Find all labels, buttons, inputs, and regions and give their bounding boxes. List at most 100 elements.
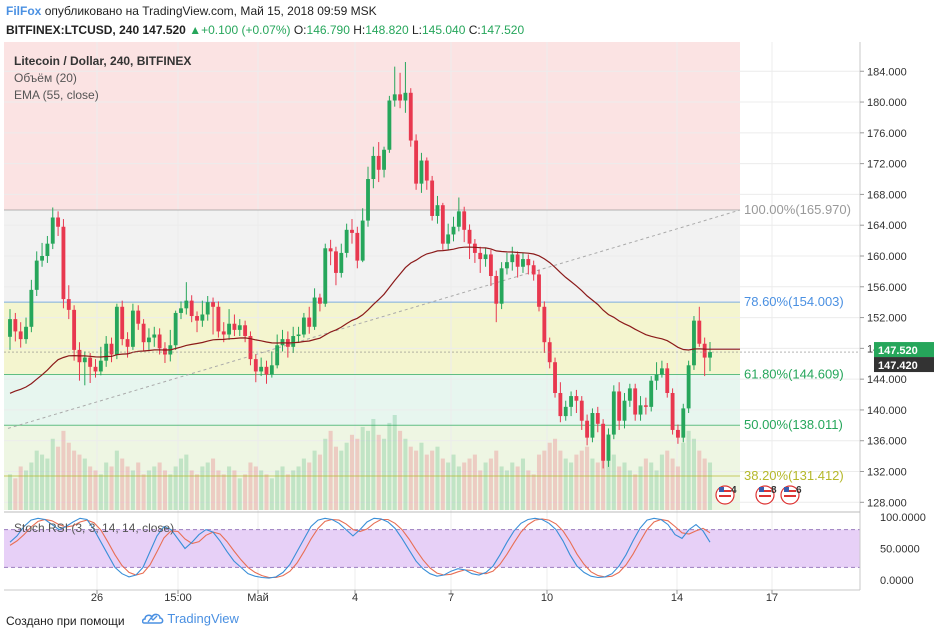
candle-body: [585, 420, 590, 438]
volume-bar: [77, 454, 82, 510]
chart-header: FilFox опубликовано на TradingView.com, …: [0, 0, 937, 42]
fib-label: 61.80%(144.609): [744, 366, 844, 381]
time-tick-label: 17: [766, 592, 778, 604]
candle-body: [350, 229, 354, 233]
volume-bar: [34, 450, 39, 510]
volume-bar: [430, 450, 435, 510]
volume-bar: [248, 462, 253, 510]
volume-bar: [301, 458, 306, 510]
volume-bar: [601, 438, 606, 510]
candle-body: [66, 299, 71, 310]
volume-bar: [104, 462, 109, 510]
volume-bar: [120, 458, 125, 510]
candle-body: [221, 331, 226, 335]
volume-bar: [211, 458, 216, 510]
volume-bar: [50, 438, 55, 510]
candle-body: [98, 360, 103, 372]
candle-body: [109, 343, 114, 355]
volume-bar: [643, 458, 648, 510]
volume-bar: [638, 466, 643, 510]
event-count: 4: [731, 485, 737, 496]
candle-body: [569, 396, 573, 407]
flag-canton: [719, 487, 724, 492]
volume-bar: [200, 466, 205, 510]
candle-body: [462, 211, 467, 230]
price-chart[interactable]: 100.00%(165.970) 78.60%(154.003) 61.80%(14…: [0, 0, 937, 606]
candle-body: [472, 243, 477, 253]
fib-label: 38.20%(131.412): [744, 468, 844, 483]
flag-stripe: [719, 490, 731, 492]
volume-bar: [515, 466, 520, 510]
volume-bar: [7, 474, 13, 510]
high-label: H:: [353, 23, 366, 37]
ohlc-line: BITFINEX:LTCUSD, 240 147.520 ▲+0.100 (+0…: [6, 23, 524, 37]
candle-body: [451, 226, 456, 235]
price-tick-label: 164.000: [867, 220, 907, 232]
candle-body: [232, 323, 237, 330]
volume-bar: [392, 415, 397, 510]
candle-body: [200, 314, 205, 321]
volume-bar: [18, 466, 23, 510]
candle-body: [152, 334, 157, 338]
candle-body: [579, 400, 584, 421]
volume-bar: [152, 466, 157, 510]
volume-bar: [488, 458, 493, 510]
volume-bar: [376, 434, 381, 510]
volume-bar: [162, 470, 167, 510]
volume-bar: [659, 454, 664, 510]
candle-body: [312, 297, 317, 327]
time-tick-label: 4: [352, 592, 358, 604]
volume-bar: [403, 438, 408, 510]
volume-bar: [355, 438, 360, 510]
candle-body: [537, 274, 541, 307]
time-tick-label: 26: [91, 592, 103, 604]
volume-bar: [285, 474, 290, 510]
candle-body: [424, 160, 429, 181]
candle-body: [617, 391, 622, 421]
tradingview-link[interactable]: TradingView: [141, 611, 239, 626]
ema-legend: EMA (55, close): [14, 88, 99, 102]
volume-bar: [649, 462, 654, 510]
volume-bar: [280, 466, 285, 510]
candle-body: [440, 205, 445, 244]
stoch-tick-label: 0.0000: [880, 575, 914, 587]
fib-label: 50.00%(138.011): [744, 417, 843, 432]
close-label: C:: [468, 23, 481, 37]
time-tick-label: 7: [448, 592, 454, 604]
stoch-d-line: [9, 518, 711, 579]
us-flag-event-icon: 8: [755, 485, 777, 505]
candle-body: [692, 320, 696, 366]
volume-bar: [569, 462, 574, 510]
volume-bar: [349, 434, 355, 510]
fib-band-4: [4, 425, 740, 510]
candle-body: [216, 306, 221, 332]
candle-body: [50, 217, 55, 244]
candle-body: [649, 380, 654, 407]
price-tick-label: 168.000: [867, 189, 907, 201]
publish-line: FilFox опубликовано на TradingView.com, …: [6, 4, 377, 18]
ema-line: [9, 246, 740, 394]
volume-bar: [307, 462, 312, 510]
volume-bar: [574, 454, 579, 510]
price-tick-label: 144.000: [867, 374, 907, 386]
stoch-tick-label: 50.0000: [880, 544, 920, 556]
candle-body: [259, 366, 264, 372]
candle-body: [40, 255, 44, 261]
candle-body: [499, 268, 504, 304]
author-name[interactable]: FilFox: [6, 4, 42, 18]
volume-bar: [472, 454, 477, 510]
candle-body: [301, 317, 306, 335]
candle-body: [120, 306, 125, 340]
candle-body: [237, 325, 242, 330]
price-tick-label: 160.000: [867, 251, 907, 263]
volume-bar: [531, 474, 536, 510]
candle-body: [408, 92, 413, 141]
time-tick-label: 15:00: [164, 592, 192, 604]
volume-bar: [670, 458, 675, 510]
volume-bar: [622, 462, 627, 510]
volume-bar: [360, 426, 365, 510]
volume-bar: [398, 430, 403, 510]
close-value: 147.520: [480, 23, 525, 37]
volume-bar: [553, 438, 558, 510]
price-tick-label: 184.000: [867, 66, 907, 78]
